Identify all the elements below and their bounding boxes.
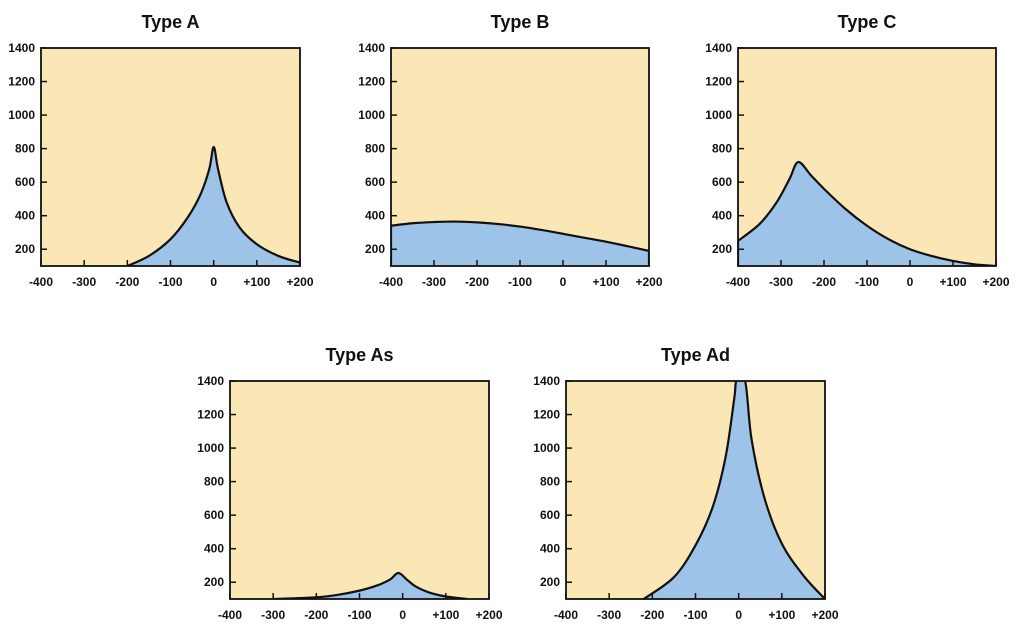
chart-title: Type C (838, 12, 897, 32)
x-tick-label: -100 (347, 608, 371, 622)
x-tick-label: +100 (939, 275, 966, 289)
y-tick-label: 1200 (358, 75, 385, 89)
chart-title: Type B (491, 12, 550, 32)
y-tick-label: 600 (365, 175, 385, 189)
x-tick-label: +200 (811, 608, 838, 622)
x-tick-label: +200 (475, 608, 502, 622)
y-tick-label: 400 (540, 542, 560, 556)
series-area (272, 571, 469, 599)
chart-title: Type As (325, 345, 393, 365)
y-tick-label: 600 (540, 508, 560, 522)
x-tick-label: -200 (465, 275, 489, 289)
y-tick-label: 800 (15, 142, 35, 156)
y-tick-label: 1400 (358, 41, 385, 55)
series-area (391, 220, 649, 266)
y-tick-label: 1000 (358, 108, 385, 122)
x-tick-label: 0 (210, 275, 217, 289)
series-area (126, 145, 300, 266)
y-tick-label: 200 (712, 242, 732, 256)
y-tick-label: 800 (365, 142, 385, 156)
x-tick-label: +200 (635, 275, 662, 289)
y-tick-label: 800 (712, 142, 732, 156)
x-tick-label: -200 (115, 275, 139, 289)
x-tick-label: -100 (855, 275, 879, 289)
x-tick-label: +200 (286, 275, 313, 289)
x-tick-label: -300 (597, 608, 621, 622)
x-tick-label: -400 (554, 608, 578, 622)
x-tick-label: +100 (243, 275, 270, 289)
y-tick-label: 200 (540, 575, 560, 589)
x-tick-label: -300 (261, 608, 285, 622)
y-tick-label: 600 (15, 175, 35, 189)
y-tick-label: 800 (540, 475, 560, 489)
x-tick-label: 0 (907, 275, 914, 289)
x-tick-label: -400 (218, 608, 242, 622)
x-tick-label: -200 (640, 608, 664, 622)
x-tick-label: +100 (592, 275, 619, 289)
x-tick-label: 0 (560, 275, 567, 289)
y-tick-label: 600 (204, 508, 224, 522)
x-tick-label: -200 (304, 608, 328, 622)
chart-type-as: Type As 200 400 600 800 1000 1200 1400 -400 -300 -… (197, 345, 503, 622)
chart-title: Type A (141, 12, 199, 32)
y-tick-label: 1400 (8, 41, 35, 55)
x-tick-label: -400 (29, 275, 53, 289)
x-tick-label: +100 (432, 608, 459, 622)
y-tick-label: 1400 (197, 374, 224, 388)
series-area (642, 381, 825, 599)
x-tick-label: -100 (508, 275, 532, 289)
y-tick-label: 200 (15, 242, 35, 256)
plot-background (41, 48, 300, 266)
chart-type-b: Type B 200 400 600 800 1000 1200 1400 -400 -300 -2… (358, 12, 663, 289)
y-tick-label: 1200 (533, 408, 560, 422)
y-tick-label: 1200 (8, 75, 35, 89)
x-tick-label: -100 (158, 275, 182, 289)
chart-type-ad: Type Ad 200 400 600 800 1000 1200 1400 -400 -300 -… (533, 345, 839, 622)
y-tick-label: 200 (365, 242, 385, 256)
y-tick-label: 1000 (533, 441, 560, 455)
x-tick-label: -300 (72, 275, 96, 289)
y-tick-label: 1200 (705, 75, 732, 89)
x-tick-label: -100 (683, 608, 707, 622)
y-tick-label: 1000 (197, 441, 224, 455)
y-tick-label: 1200 (197, 408, 224, 422)
y-tick-label: 1400 (533, 374, 560, 388)
x-tick-label: -400 (726, 275, 750, 289)
y-tick-label: 1000 (705, 108, 732, 122)
x-tick-label: -400 (379, 275, 403, 289)
x-tick-label: -200 (812, 275, 836, 289)
x-tick-label: -300 (769, 275, 793, 289)
chart-title: Type Ad (661, 345, 730, 365)
y-tick-label: 1000 (8, 108, 35, 122)
y-tick-label: 600 (712, 175, 732, 189)
y-tick-label: 1400 (705, 41, 732, 55)
plot-background (230, 381, 489, 599)
x-tick-label: 0 (735, 608, 742, 622)
y-tick-label: 200 (204, 575, 224, 589)
x-tick-label: -300 (422, 275, 446, 289)
y-tick-label: 400 (712, 209, 732, 223)
y-tick-label: 400 (365, 209, 385, 223)
x-tick-label: 0 (399, 608, 406, 622)
x-tick-label: +100 (768, 608, 795, 622)
y-tick-label: 400 (204, 542, 224, 556)
chart-type-c: Type C 200 400 600 800 1000 1200 1400 -400 -300 -2… (705, 12, 1010, 289)
y-tick-label: 800 (204, 475, 224, 489)
chart-type-a: Type A 200 400 600 800 1000 1200 1400 -400 -300 -2… (8, 12, 314, 289)
x-tick-label: +200 (982, 275, 1009, 289)
y-tick-label: 400 (15, 209, 35, 223)
